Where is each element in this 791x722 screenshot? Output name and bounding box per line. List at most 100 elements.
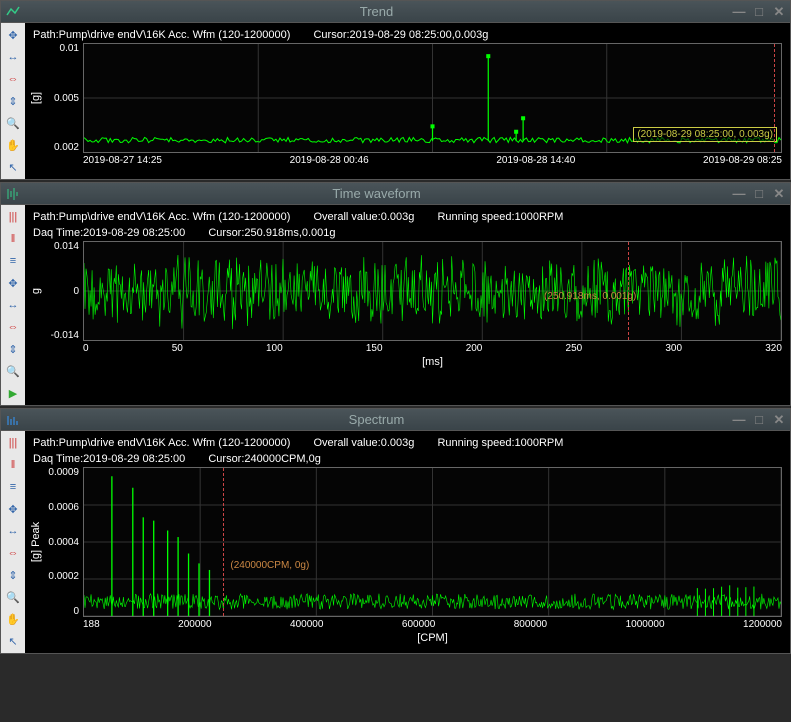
spectrum-ylabel: [g] Peak xyxy=(29,467,43,617)
tick-label: 250 xyxy=(566,343,583,354)
spectrum-body: |||‖≡✥↔⇔⇕🔍✋↖ Path:Pump\drive endV\16K Ac… xyxy=(1,431,790,653)
harmonic-tool[interactable]: ||| xyxy=(3,433,23,453)
tick-label: 50 xyxy=(172,343,183,354)
waveform-cursor-text: Cursor:250.918ms,0.001g xyxy=(208,227,335,239)
tick-label: 400000 xyxy=(290,619,323,630)
crosshair-tool[interactable]: ✥ xyxy=(3,273,23,293)
tick-label: 0.0004 xyxy=(43,537,79,548)
waveform-overall-text: Overall value:0.003g xyxy=(313,211,414,223)
spectrum-cursor-line[interactable] xyxy=(223,468,224,616)
magnify-tool[interactable]: 🔍 xyxy=(3,361,23,381)
spectrum-toolbar: |||‖≡✥↔⇔⇕🔍✋↖ xyxy=(1,431,25,653)
tick-label: 2019-08-29 08:25 xyxy=(703,155,782,166)
spectrum-daq-text: Daq Time:2019-08-29 08:25:00 xyxy=(33,453,185,465)
magnify-tool[interactable]: 🔍 xyxy=(3,587,23,607)
pointer-tool[interactable]: ↖ xyxy=(3,631,23,651)
pan-tool[interactable]: ↔ xyxy=(3,521,23,541)
spectrum-chart-area: Path:Pump\drive endV\16K Acc. Wfm (120-1… xyxy=(25,431,790,653)
waveform-ylabel: g xyxy=(29,241,43,341)
minimize-button[interactable]: — xyxy=(732,413,746,427)
trend-titlebar[interactable]: Trend — □ ✕ xyxy=(1,1,790,23)
zoom-x-tool[interactable]: ⇔ xyxy=(3,69,23,89)
magnify-tool[interactable]: 🔍 xyxy=(3,113,23,133)
waveform-daq-text: Daq Time:2019-08-29 08:25:00 xyxy=(33,227,185,239)
minimize-button[interactable]: — xyxy=(732,5,746,19)
window-buttons: — □ ✕ xyxy=(732,187,786,201)
pan-tool[interactable]: ↔ xyxy=(3,295,23,315)
trend-panel: Trend — □ ✕ ✥↔⇔⇕🔍✋↖ Path:Pump\drive endV… xyxy=(0,0,791,180)
zoom-y-tool[interactable]: ⇕ xyxy=(3,91,23,111)
trend-xticks: 2019-08-27 14:25 2019-08-28 00:46 2019-08-… xyxy=(29,153,782,166)
align-tool[interactable]: ≡ xyxy=(3,477,23,497)
align-tool[interactable]: ≡ xyxy=(3,251,23,271)
tick-label: -0.014 xyxy=(43,330,79,341)
waveform-body: |||‖≡✥↔⇔⇕🔍▶ Path:Pump\drive endV\16K Acc… xyxy=(1,205,790,405)
trend-body: ✥↔⇔⇕🔍✋↖ Path:Pump\drive endV\16K Acc. Wf… xyxy=(1,23,790,179)
zoom-y-tool[interactable]: ⇕ xyxy=(3,339,23,359)
trend-marker-label: (2019-08-29 08:25:00, 0.003g) xyxy=(633,127,777,142)
spectrum-cursor-text: Cursor:240000CPM,0g xyxy=(208,453,321,465)
close-button[interactable]: ✕ xyxy=(772,413,786,427)
harmonic-tool[interactable]: ||| xyxy=(3,207,23,227)
play-tool[interactable]: ▶ xyxy=(3,383,23,403)
spectrum-plot[interactable]: (240000CPM, 0g) xyxy=(83,467,782,617)
trend-toolbar: ✥↔⇔⇕🔍✋↖ xyxy=(1,23,25,179)
tick-label: 0.005 xyxy=(43,93,79,104)
spectrum-title: Spectrum xyxy=(21,412,732,427)
tick-label: 2019-08-28 14:40 xyxy=(496,155,575,166)
trend-title: Trend xyxy=(21,4,732,19)
hand-tool[interactable]: ✋ xyxy=(3,135,23,155)
maximize-button[interactable]: □ xyxy=(752,413,766,427)
tick-label: 2019-08-28 00:46 xyxy=(290,155,369,166)
tick-label: 200000 xyxy=(178,619,211,630)
window-buttons: — □ ✕ xyxy=(732,413,786,427)
close-button[interactable]: ✕ xyxy=(772,187,786,201)
spectrum-icon xyxy=(5,412,21,428)
maximize-button[interactable]: □ xyxy=(752,5,766,19)
spectrum-titlebar[interactable]: Spectrum — □ ✕ xyxy=(1,409,790,431)
spectrum-cursor-label: (240000CPM, 0g) xyxy=(230,560,309,571)
crosshair-tool[interactable]: ✥ xyxy=(3,499,23,519)
pointer-tool[interactable]: ↖ xyxy=(3,157,23,177)
pan-tool[interactable]: ↔ xyxy=(3,47,23,67)
waveform-yticks: 0.0140-0.014 xyxy=(43,241,83,341)
hand-tool[interactable]: ✋ xyxy=(3,609,23,629)
trend-info: Path:Pump\drive endV\16K Acc. Wfm (120-1… xyxy=(29,27,782,43)
tick-label: 200 xyxy=(466,343,483,354)
spectrum-yticks: 0.00090.00060.00040.00020 xyxy=(43,467,83,617)
tick-label: 0.0002 xyxy=(43,571,79,582)
zoom-x-tool[interactable]: ⇔ xyxy=(3,317,23,337)
crosshair-tool[interactable]: ✥ xyxy=(3,25,23,45)
trend-cursor-line[interactable] xyxy=(774,44,775,152)
sideband-tool[interactable]: ‖ xyxy=(3,455,23,475)
maximize-button[interactable]: □ xyxy=(752,187,766,201)
tick-label: 0.002 xyxy=(43,142,79,153)
waveform-plot[interactable]: (250.918ms, 0.001g) xyxy=(83,241,782,341)
zoom-x-tool[interactable]: ⇔ xyxy=(3,543,23,563)
sideband-tool[interactable]: ‖ xyxy=(3,229,23,249)
trend-path-text: Path:Pump\drive endV\16K Acc. Wfm (120-1… xyxy=(33,29,290,41)
minimize-button[interactable]: — xyxy=(732,187,746,201)
waveform-titlebar[interactable]: Time waveform — □ ✕ xyxy=(1,183,790,205)
window-buttons: — □ ✕ xyxy=(732,5,786,19)
tick-label: 600000 xyxy=(402,619,435,630)
tick-label: 1200000 xyxy=(743,619,782,630)
spectrum-speed-text: Running speed:1000RPM xyxy=(437,437,563,449)
waveform-xticks: 050100150200250300320 xyxy=(29,341,782,354)
close-button[interactable]: ✕ xyxy=(772,5,786,19)
tick-label: 2019-08-27 14:25 xyxy=(83,155,162,166)
spectrum-path-text: Path:Pump\drive endV\16K Acc. Wfm (120-1… xyxy=(33,437,290,449)
trend-ylabel: [g] xyxy=(29,43,43,153)
spectrum-overall-text: Overall value:0.003g xyxy=(313,437,414,449)
trend-yticks: 0.010.0050.002 xyxy=(43,43,83,153)
zoom-y-tool[interactable]: ⇕ xyxy=(3,565,23,585)
trend-cursor-text: Cursor:2019-08-29 08:25:00,0.003g xyxy=(313,29,488,41)
tick-label: 0 xyxy=(43,606,79,617)
spectrum-panel: Spectrum — □ ✕ |||‖≡✥↔⇔⇕🔍✋↖ Path:Pump\dr… xyxy=(0,408,791,654)
tick-label: 0 xyxy=(83,343,89,354)
waveform-speed-text: Running speed:1000RPM xyxy=(437,211,563,223)
waveform-title: Time waveform xyxy=(21,186,732,201)
trend-plot[interactable]: (2019-08-29 08:25:00, 0.003g) xyxy=(83,43,782,153)
waveform-icon xyxy=(5,186,21,202)
spectrum-info1: Path:Pump\drive endV\16K Acc. Wfm (120-1… xyxy=(29,435,782,451)
